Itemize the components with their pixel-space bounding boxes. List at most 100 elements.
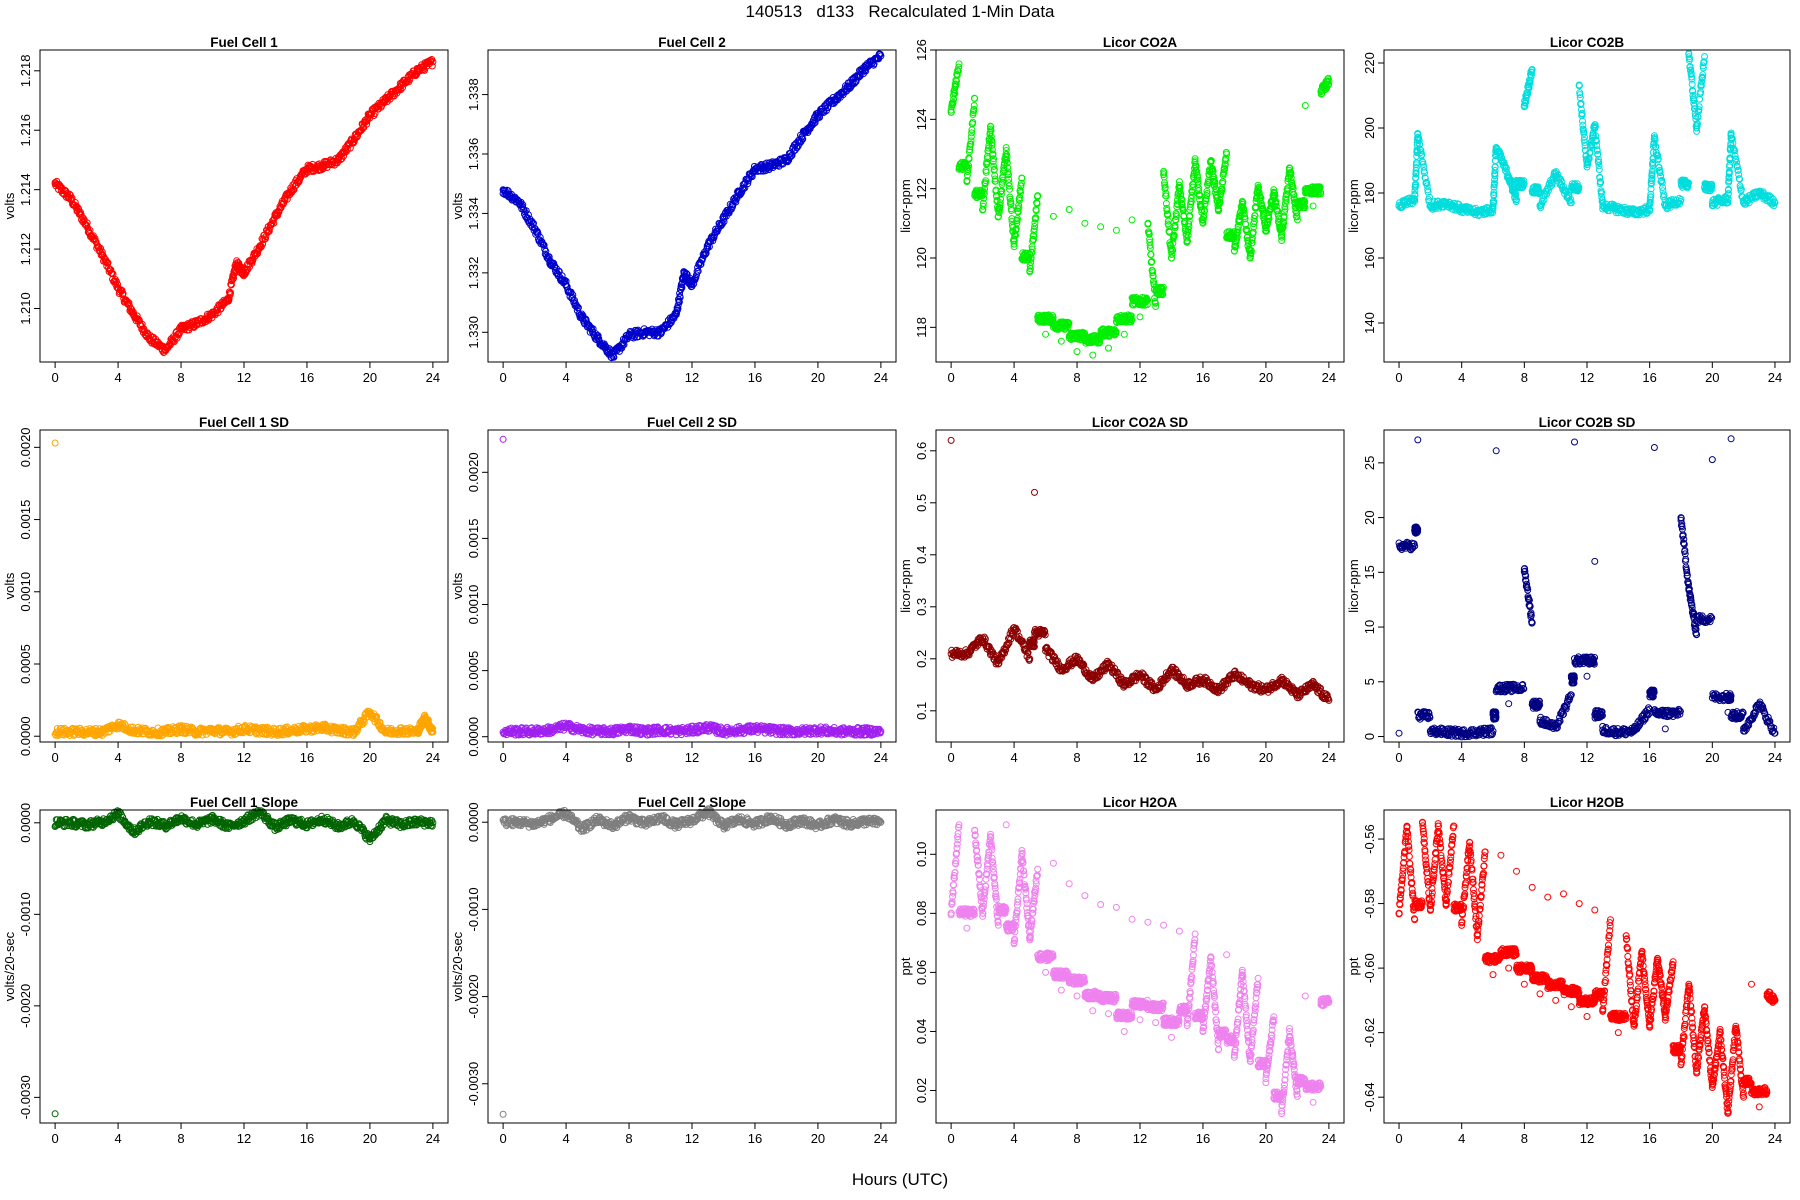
x-tick-label: 4 — [1458, 370, 1465, 385]
y-tick-label: 0.0010 — [18, 572, 33, 612]
data-point — [105, 264, 112, 272]
y-tick-label: 1.336 — [466, 138, 481, 171]
y-tick-label: 160 — [1362, 247, 1377, 269]
panel-title: Fuel Cell 2 — [658, 35, 726, 50]
plot-frame — [39, 429, 449, 743]
data-point — [1120, 330, 1128, 338]
x-axis: 0 4 8 12 16 20 24 — [1395, 362, 1782, 385]
series-points — [499, 435, 885, 739]
y-tick-label: 1.216 — [18, 114, 33, 147]
data-point — [227, 281, 235, 289]
data-point — [1042, 330, 1050, 338]
panel-5: Fuel Cell 1 SD0 4 8 12 16 20 240.00000.00050.0… — [2, 415, 449, 765]
data-point — [83, 221, 91, 229]
data-point — [232, 260, 240, 268]
data-point — [397, 82, 405, 90]
x-tick-label: 4 — [562, 370, 569, 385]
data-point — [270, 219, 278, 227]
series-points — [499, 50, 885, 362]
data-point — [249, 256, 257, 264]
data-point — [98, 251, 106, 259]
data-point — [620, 341, 628, 349]
data-point — [91, 235, 99, 242]
y-tick-label: 180 — [1362, 182, 1377, 204]
x-tick-label: 12 — [1580, 370, 1594, 385]
data-point — [1097, 223, 1105, 231]
data-point — [429, 58, 437, 66]
data-point — [262, 233, 270, 241]
y-tick-label: 1.212 — [18, 233, 33, 266]
data-point — [1168, 254, 1175, 262]
data-point — [1112, 226, 1120, 234]
data-point — [209, 311, 216, 318]
panel-title: Licor CO2B — [1550, 35, 1625, 50]
data-point — [366, 111, 374, 119]
y-tick-label: 1.210 — [18, 292, 33, 325]
y-tick-label: 120 — [914, 247, 929, 269]
data-point — [561, 276, 569, 284]
data-point — [79, 214, 87, 222]
y-tick-label: 1.214 — [18, 173, 33, 206]
data-point — [545, 253, 553, 261]
data-point — [138, 320, 146, 328]
y-tick-label: 1.338 — [466, 78, 481, 111]
data-point — [1309, 202, 1317, 210]
data-point — [102, 258, 110, 266]
data-point — [272, 212, 279, 220]
data-point — [265, 227, 273, 235]
x-tick-label: 16 — [1196, 370, 1210, 385]
data-point — [173, 334, 181, 342]
y-tick-label: 1.332 — [466, 257, 481, 290]
x-tick-label: 0 — [51, 370, 58, 385]
data-point — [1491, 163, 1499, 171]
data-point — [540, 241, 548, 249]
y-axis-label: volts — [450, 192, 465, 219]
data-point — [1073, 348, 1081, 356]
y-tick-label: 1.330 — [466, 316, 481, 349]
data-point — [193, 319, 201, 327]
data-point — [177, 325, 185, 333]
data-point — [240, 269, 248, 277]
y-tick-label: 1.218 — [18, 55, 33, 88]
data-point — [1105, 344, 1112, 352]
data-point — [1128, 216, 1136, 224]
x-tick-label: 0 — [51, 750, 58, 765]
data-point — [224, 296, 232, 304]
y-tick-label: 118 — [914, 317, 929, 338]
data-point — [1147, 251, 1155, 258]
y-axis: 1.210 1.212 1.214 1.216 1.218 — [18, 55, 40, 325]
data-point — [258, 235, 266, 243]
y-tick-label: 124 — [914, 108, 929, 130]
x-tick-label: 4 — [114, 370, 121, 385]
x-tick-label: 0 — [947, 370, 954, 385]
y-tick-label: 0.0020 — [18, 427, 33, 467]
y-tick-label: 0.0000 — [18, 716, 33, 756]
y-axis-label: licor-ppm — [898, 179, 913, 232]
x-tick-label: 4 — [114, 750, 121, 765]
x-tick-label: 20 — [363, 750, 377, 765]
x-tick-label: 8 — [1521, 370, 1528, 385]
data-point — [1057, 337, 1065, 345]
x-tick-label: 0 — [1395, 370, 1402, 385]
x-tick-label: 8 — [625, 370, 632, 385]
x-tick-label: 12 — [685, 370, 699, 385]
data-point — [114, 284, 122, 292]
y-tick-label: 126 — [914, 39, 929, 61]
data-point — [230, 274, 238, 282]
data-point — [107, 266, 115, 274]
panel-2: Fuel Cell 20 4 8 12 16 20 241.3301.3321.3341.3… — [450, 35, 897, 385]
data-point — [217, 305, 225, 313]
x-tick-label: 8 — [177, 750, 184, 765]
data-point — [618, 344, 626, 352]
x-tick-label: 24 — [426, 750, 440, 765]
data-point — [71, 199, 79, 206]
x-axis: 0 4 8 12 16 20 24 — [51, 362, 440, 385]
data-point — [334, 156, 342, 164]
x-tick-label: 16 — [748, 370, 762, 385]
panel-6: Fuel Cell 2 SD0 4 8 12 16 20 240.00000.00050.0… — [450, 415, 897, 765]
